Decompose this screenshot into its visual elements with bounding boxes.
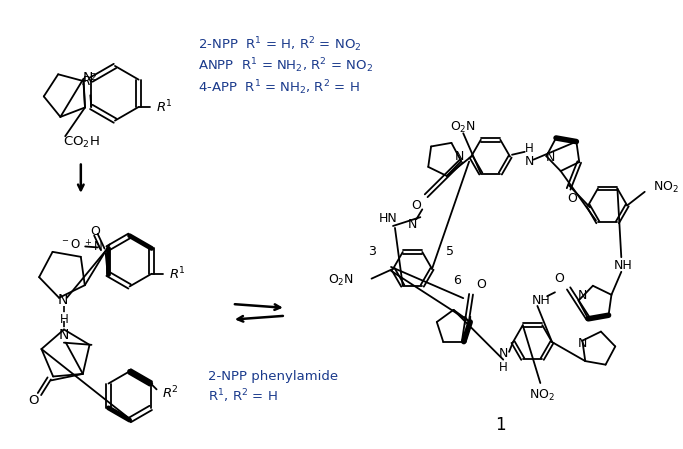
Text: O$_2$N: O$_2$N [328,273,354,288]
Text: N: N [59,328,69,342]
Text: O: O [568,192,577,205]
Text: O: O [29,394,39,407]
Text: H: H [59,313,68,326]
Text: N: N [455,150,464,163]
Text: N: N [58,293,68,307]
Text: 4-APP  R$^1$ = NH$_2$, R$^2$ = H: 4-APP R$^1$ = NH$_2$, R$^2$ = H [198,78,359,97]
Text: N: N [578,289,587,302]
Text: NH: NH [532,294,550,307]
Text: 6: 6 [454,274,461,287]
Text: O$_2$N: O$_2$N [449,120,475,135]
Text: R$^1$: R$^1$ [169,265,186,282]
Text: O: O [476,278,486,291]
Text: R$^1$, R$^2$ = H: R$^1$, R$^2$ = H [208,387,277,405]
Text: H: H [499,361,507,374]
Text: R$^2$: R$^2$ [81,73,98,89]
Text: $^-$O: $^-$O [60,238,81,251]
Text: N: N [462,315,472,328]
Text: N: N [82,70,93,85]
Text: N: N [578,337,587,349]
Text: NO$_2$: NO$_2$ [652,180,678,195]
Text: 5: 5 [445,245,454,258]
Text: NO$_2$: NO$_2$ [529,388,555,403]
Text: 2-NPP phenylamide: 2-NPP phenylamide [208,370,338,383]
Text: N: N [525,155,534,168]
Text: NH: NH [614,260,632,273]
Text: ANPP  R$^1$ = NH$_2$, R$^2$ = NO$_2$: ANPP R$^1$ = NH$_2$, R$^2$ = NO$_2$ [198,57,373,75]
Text: N: N [499,347,508,360]
Text: 3: 3 [367,245,376,258]
Text: O: O [554,272,563,285]
Text: N: N [546,151,555,164]
Text: HN: HN [379,211,398,224]
Text: CO$_2$H: CO$_2$H [64,135,100,150]
Text: R$^1$: R$^1$ [156,99,173,115]
Text: 2-NPP  R$^1$ = H, R$^2$ = NO$_2$: 2-NPP R$^1$ = H, R$^2$ = NO$_2$ [198,35,361,54]
Text: O: O [90,225,100,238]
Text: 1: 1 [495,416,505,434]
Text: N: N [408,219,417,232]
Text: H: H [525,142,534,155]
Text: R$^2$: R$^2$ [163,385,179,401]
Text: $^+$N: $^+$N [83,239,102,254]
Text: O: O [411,199,421,212]
